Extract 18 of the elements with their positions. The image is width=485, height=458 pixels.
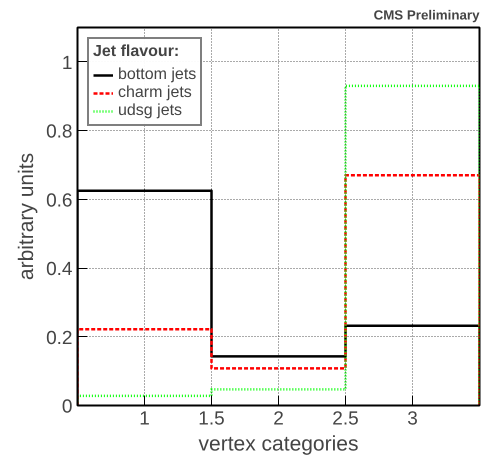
text: CMS Preliminary	[374, 8, 480, 22]
legend-label: bottom jets	[118, 66, 196, 84]
x-tick-label: 2	[273, 408, 284, 430]
x-tick-label: 1.5	[198, 408, 225, 430]
y-axis-title: arbitrary units	[15, 152, 38, 280]
legend-title: Jet flavour:	[93, 43, 180, 61]
legend-label: udsg jets	[118, 102, 182, 120]
y-tick-label: 0.4	[46, 259, 73, 280]
y-tick-label: 0	[62, 396, 73, 418]
x-tick-label: 2.5	[332, 408, 359, 430]
y-tick-label: 0.8	[46, 122, 73, 143]
x-axis-title: vertex categories	[198, 432, 358, 456]
y-tick-label: 1	[62, 52, 73, 74]
y-tick-label: 0.2	[46, 328, 73, 349]
x-tick-label: 1	[139, 408, 150, 430]
x-tick-label: 3	[407, 408, 418, 430]
legend-label: charm jets	[118, 84, 192, 102]
y-tick-label: 0.6	[46, 190, 73, 212]
